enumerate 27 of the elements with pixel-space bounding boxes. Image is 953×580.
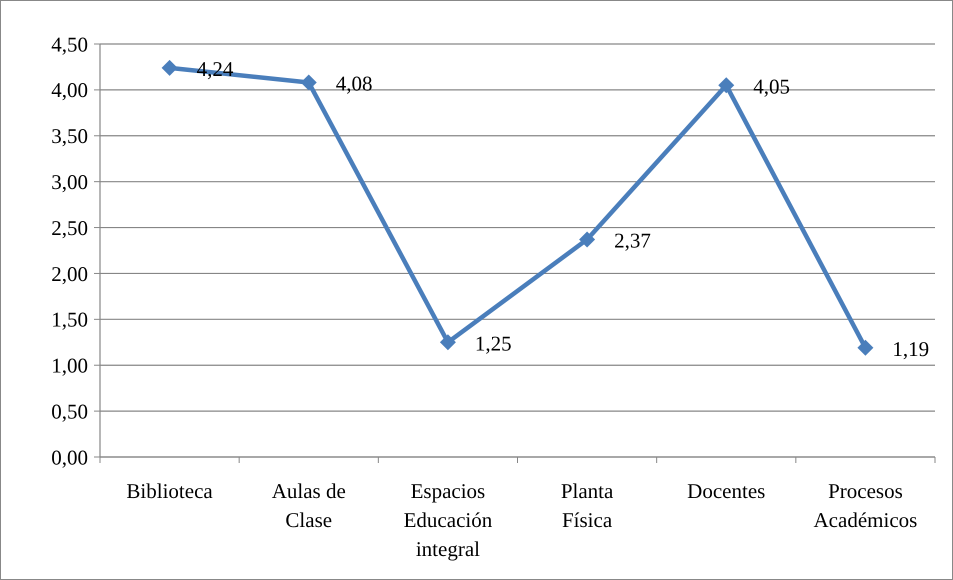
- data-label: 1,19: [892, 336, 930, 361]
- x-tick-label: Espacios Educación integral: [404, 479, 493, 561]
- y-tick-label: 2,50: [51, 216, 88, 240]
- x-tick-label: Docentes: [687, 479, 766, 503]
- y-tick-label: 3,00: [51, 170, 88, 194]
- y-tick-label: 3,50: [51, 124, 88, 148]
- point: [857, 340, 874, 356]
- data-label: 4,08: [336, 72, 372, 96]
- point: [300, 74, 317, 91]
- y-tick-label: 0,00: [51, 445, 88, 470]
- data-label: 4,05: [753, 74, 790, 98]
- x-tick-label: Procesos Académicos: [814, 479, 918, 532]
- point: [718, 77, 734, 94]
- y-tick-label: 4,50: [51, 32, 88, 56]
- x-tick-label: Biblioteca: [126, 479, 214, 503]
- data-label: 1,25: [474, 331, 512, 356]
- x-tick-label: Planta Física: [560, 479, 614, 532]
- x-tick-label: Aulas de Clase: [272, 479, 346, 532]
- y-tick-label: 1,50: [51, 308, 88, 332]
- y-tick-label: 0,50: [51, 399, 88, 424]
- data-label: 2,37: [614, 228, 651, 252]
- y-tick-label: 2,00: [51, 262, 88, 286]
- point: [440, 334, 456, 350]
- point: [579, 231, 596, 248]
- point: [162, 60, 178, 76]
- y-tick-label: 4,00: [51, 78, 88, 102]
- y-tick-label: 1,00: [51, 354, 88, 378]
